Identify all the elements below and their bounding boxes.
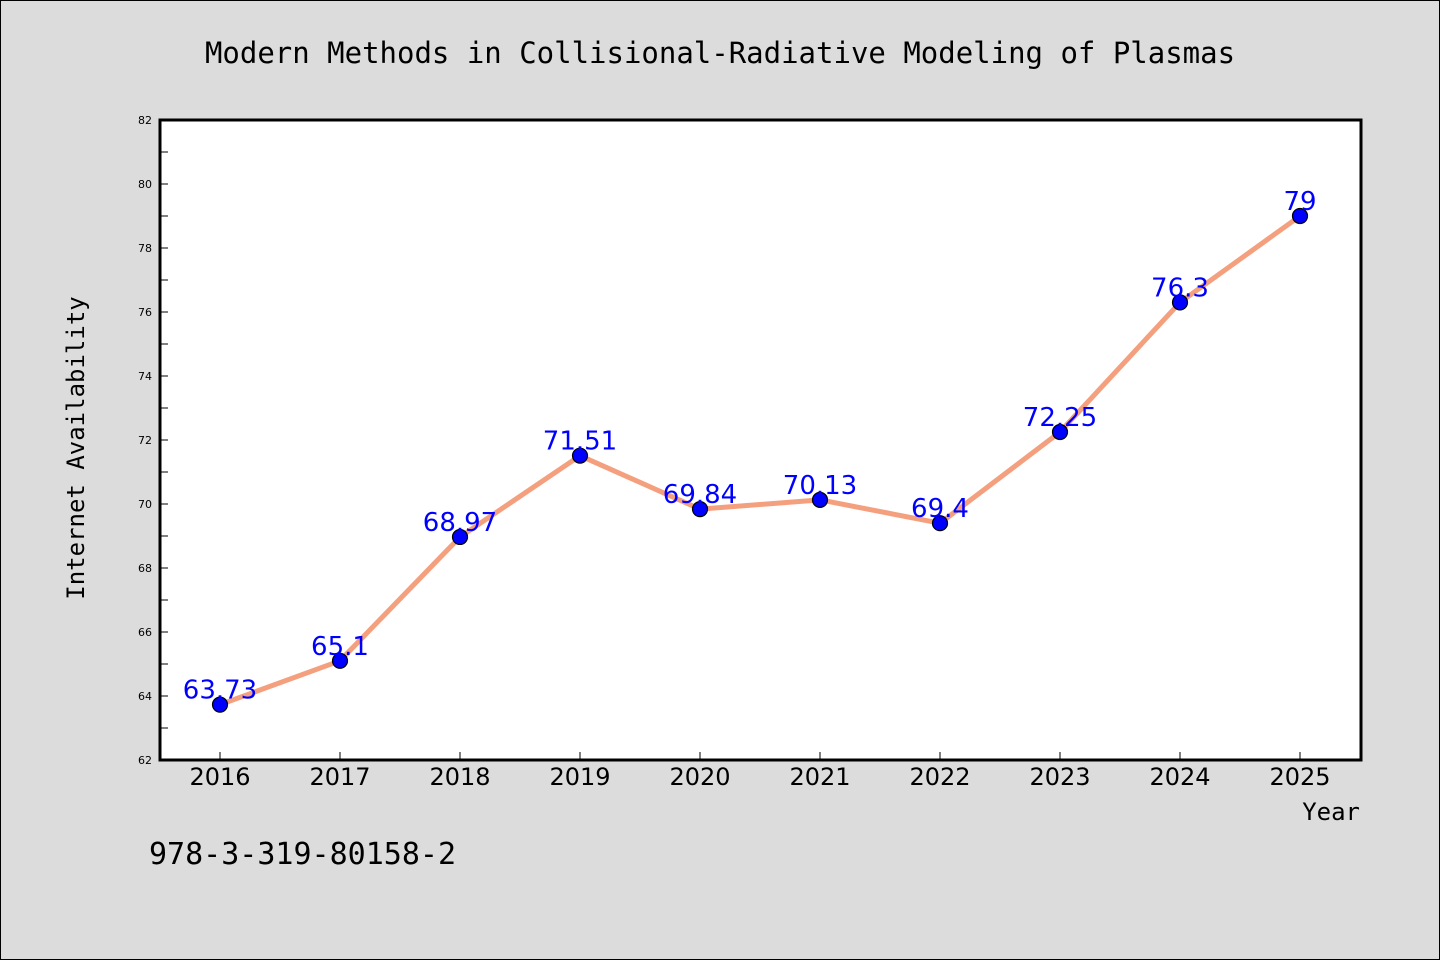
x-axis: 2016 2017 2018 2019 2020 2021 2022 2023 2024 2025 bbox=[189, 752, 1331, 791]
data-label: 79 bbox=[1283, 187, 1316, 217]
series-line bbox=[217, 213, 1303, 708]
series-line-group bbox=[217, 213, 1303, 708]
markers-group bbox=[211, 207, 1309, 713]
isbn-label: 978-3-319-80158-2 bbox=[149, 837, 456, 872]
y-tick-label: 66 bbox=[138, 626, 152, 639]
x-tick-label: 2022 bbox=[909, 763, 970, 791]
data-label: 71.51 bbox=[543, 427, 617, 457]
data-label: 69.4 bbox=[911, 494, 969, 524]
data-label: 76.3 bbox=[1151, 273, 1209, 303]
data-label: 70.13 bbox=[783, 471, 857, 501]
data-point bbox=[331, 652, 349, 669]
data-point bbox=[451, 528, 469, 546]
data-label: 63.73 bbox=[183, 676, 257, 706]
x-tick-label: 2019 bbox=[549, 763, 610, 791]
y-axis-label: Internet Availability bbox=[62, 296, 90, 599]
y-tick-label: 70 bbox=[138, 498, 152, 511]
x-tick-label: 2025 bbox=[1269, 763, 1330, 791]
y-tick-label: 62 bbox=[138, 754, 152, 767]
x-tick-label: 2024 bbox=[1149, 763, 1210, 791]
data-labels-group: 63.73 65.1 68.97 71.51 69.84 70.13 69.4 72.25 76… bbox=[183, 187, 1317, 706]
y-tick-label: 72 bbox=[138, 434, 152, 447]
data-point bbox=[571, 447, 589, 464]
x-tick-label: 2016 bbox=[189, 763, 250, 791]
data-label: 69.84 bbox=[663, 480, 737, 510]
data-point bbox=[691, 501, 709, 518]
x-tick-label: 2017 bbox=[309, 763, 370, 791]
data-point bbox=[211, 696, 229, 713]
data-label: 68.97 bbox=[423, 508, 497, 538]
x-axis-label: Year bbox=[1302, 798, 1360, 826]
data-point bbox=[931, 515, 949, 532]
y-tick-label: 80 bbox=[138, 178, 152, 191]
data-point bbox=[1291, 207, 1309, 225]
plot-area bbox=[158, 118, 1363, 762]
y-tick-label: 76 bbox=[138, 306, 152, 319]
x-tick-label: 2020 bbox=[669, 763, 730, 791]
x-tick-label: 2018 bbox=[429, 763, 490, 791]
x-tick-label: 2023 bbox=[1029, 763, 1090, 791]
data-point bbox=[1171, 294, 1189, 311]
y-axis: 62 64 66 68 70 72 74 76 78 80 82 bbox=[138, 114, 168, 767]
chart-title: Modern Methods in Collisional-Radiative … bbox=[205, 36, 1235, 70]
x-tick-label: 2021 bbox=[789, 763, 850, 791]
data-label: 65.1 bbox=[311, 632, 369, 662]
y-tick-label: 68 bbox=[138, 562, 152, 575]
data-label: 72.25 bbox=[1023, 403, 1097, 433]
y-tick-label: 82 bbox=[138, 114, 152, 127]
data-point bbox=[811, 491, 829, 508]
y-tick-label: 78 bbox=[138, 242, 152, 255]
data-point bbox=[1051, 423, 1069, 441]
y-tick-label: 74 bbox=[138, 370, 152, 383]
y-tick-label: 64 bbox=[138, 690, 152, 703]
